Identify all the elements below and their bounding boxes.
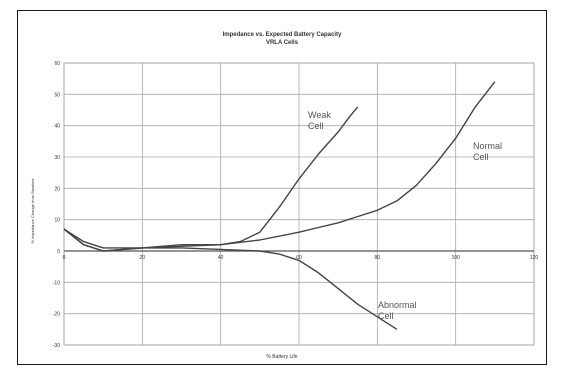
x-tick-label: 0 (63, 255, 66, 261)
series-lines (63, 81, 496, 330)
x-tick-label: 80 (375, 255, 381, 261)
y-tick-label: -10 (53, 280, 60, 286)
series-line-weak-cell (63, 106, 359, 252)
x-tick-label: 40 (218, 255, 224, 261)
grid (63, 62, 535, 346)
series-label-normal-cell: Cell (473, 152, 489, 162)
y-tick-label: 40 (54, 124, 60, 130)
y-tick-label: 0 (57, 249, 60, 255)
x-tick-label: 120 (530, 255, 539, 261)
series-label-abnormal-cell: Abnormal (378, 300, 417, 310)
series-label-weak-cell: Weak (308, 110, 331, 120)
x-tick-label: 100 (451, 255, 460, 261)
y-tick-label: 60 (54, 61, 60, 67)
y-tick-label: 30 (54, 155, 60, 161)
y-tick-label: 20 (54, 186, 60, 192)
chart-frame: 60 50 40 30 20 10 0 -10 -20 -30 0 20 40 60 80 100 120 No… (17, 10, 547, 365)
chart-title: Impedance vs. Expected Battery Capacity (223, 32, 342, 38)
series-label-normal-cell: Normal (473, 141, 502, 151)
x-tick-label: 60 (296, 255, 302, 261)
y-axis-label: % Impedance Change from Baseline (30, 178, 35, 244)
x-tick-label: 20 (140, 255, 146, 261)
series-label-abnormal-cell: Cell (378, 311, 394, 321)
series-line-abnormal-cell (63, 228, 398, 330)
chart-subtitle: VRLA Cells (266, 40, 299, 46)
y-tick-label: 10 (54, 218, 60, 224)
y-tick-label: -20 (53, 312, 60, 318)
x-axis-label: % Battery Life (266, 354, 297, 360)
series-line-normal-cell (63, 81, 496, 252)
y-tick-label: 50 (54, 92, 60, 98)
y-tick-label: -30 (53, 343, 60, 349)
series-label-weak-cell: Cell (308, 121, 324, 131)
